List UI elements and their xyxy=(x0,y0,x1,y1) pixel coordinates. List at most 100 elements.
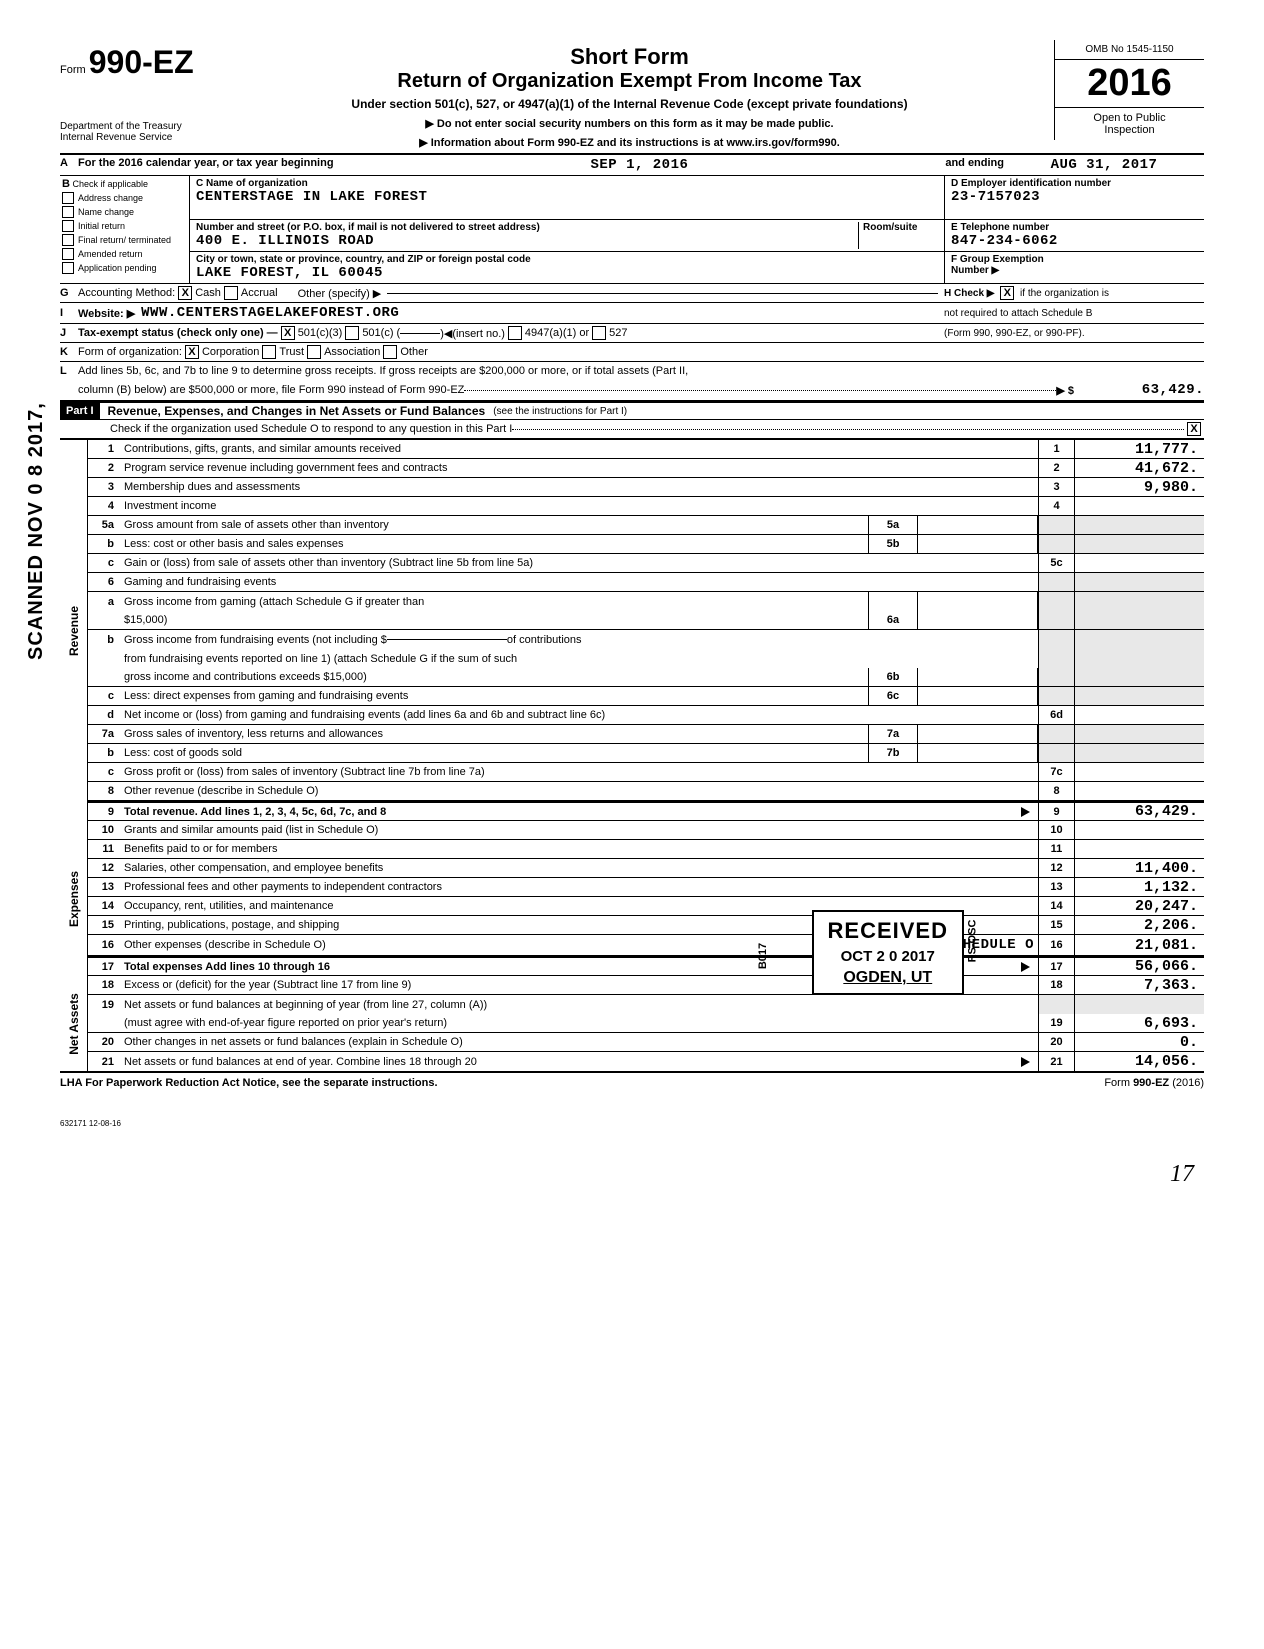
amt-8 xyxy=(1074,782,1204,800)
stamp-received-text: RECEIVED xyxy=(828,918,948,944)
right-box: OMB No 1545-1150 2016 Open to Public Ins… xyxy=(1054,40,1204,140)
title-return: Return of Organization Exempt From Incom… xyxy=(213,70,1046,93)
chk-initial-return[interactable] xyxy=(62,220,74,232)
small-code: 632171 12-08-16 xyxy=(60,1119,1204,1128)
chk-h[interactable]: X xyxy=(1000,286,1014,300)
footer-form-ref: Form 990-EZ (2016) xyxy=(1104,1077,1204,1089)
website: WWW.CENTERSTAGELAKEFOREST.ORG xyxy=(141,305,399,321)
label-addr: Number and street (or P.O. box, if mail … xyxy=(196,222,858,233)
arrow-ssn: ▶ Do not enter social security numbers o… xyxy=(213,117,1046,130)
stamp-side-b017: B017 xyxy=(757,943,769,969)
side-netassets: Net Assets xyxy=(60,976,88,1071)
chk-accrual[interactable] xyxy=(224,286,238,300)
amt-17: 56,066. xyxy=(1074,958,1204,975)
netassets-group: Net Assets 18Excess or (deficit) for the… xyxy=(60,976,1204,1073)
stamp-side-rs: RS-OSC xyxy=(967,920,979,963)
form-word: Form xyxy=(60,64,86,76)
arrow-icon xyxy=(1021,1057,1030,1067)
amt-11 xyxy=(1074,840,1204,858)
h-block: H Check ▶ X if the organization is xyxy=(944,286,1204,300)
amt-14: 20,247. xyxy=(1074,897,1204,915)
label-org-name: C Name of organization xyxy=(196,178,938,189)
tax-year: 2016 xyxy=(1055,60,1204,107)
side-revenue: Revenue xyxy=(60,440,88,821)
footer: LHA For Paperwork Reduction Act Notice, … xyxy=(60,1073,1204,1089)
amt-3: 9,980. xyxy=(1074,478,1204,496)
arrow-info: ▶ Information about Form 990-EZ and its … xyxy=(213,136,1046,149)
chk-address-change[interactable] xyxy=(62,192,74,204)
line-k: K Form of organization: XCorporation Tru… xyxy=(60,343,1204,362)
title-block: Short Form Return of Organization Exempt… xyxy=(205,40,1054,153)
amt-10 xyxy=(1074,821,1204,839)
form-header: Form 990-EZ Department of the Treasury I… xyxy=(60,40,1204,155)
chk-501c3[interactable]: X xyxy=(281,326,295,340)
label-group-exempt: F Group Exemption xyxy=(951,254,1198,265)
chk-amended[interactable] xyxy=(62,248,74,260)
org-name: CENTERSTAGE IN LAKE FOREST xyxy=(196,189,938,205)
form-label-block: Form 990-EZ Department of the Treasury I… xyxy=(60,40,205,147)
label-room: Room/suite xyxy=(863,222,938,233)
omb-number: OMB No 1545-1150 xyxy=(1055,40,1204,60)
chk-501c[interactable] xyxy=(345,326,359,340)
stamp-location: OGDEN, UT xyxy=(828,969,948,987)
amt-12: 11,400. xyxy=(1074,859,1204,877)
side-expenses: Expenses xyxy=(60,821,88,976)
chk-final-return[interactable] xyxy=(62,234,74,246)
line-g: G Accounting Method: XCash Accrual Other… xyxy=(60,284,1204,303)
row-a-mid: and ending xyxy=(945,157,1004,173)
dept-irs: Internal Revenue Service xyxy=(60,132,205,143)
chk-other-org[interactable] xyxy=(383,345,397,359)
part1-label: Part I xyxy=(60,403,100,419)
part1-header-row: Part I Revenue, Expenses, and Changes in… xyxy=(60,401,1204,420)
amt-1: 11,777. xyxy=(1074,440,1204,458)
scanned-stamp: SCANNED NOV 0 8 2017, xyxy=(25,402,48,660)
received-stamp: RECEIVED OCT 2 0 2017 OGDEN, UT xyxy=(812,910,964,995)
stamp-date: OCT 2 0 2017 xyxy=(828,948,948,965)
title-short-form: Short Form xyxy=(213,44,1046,70)
line-l1: L Add lines 5b, 6c, and 7b to line 9 to … xyxy=(60,362,1204,380)
col-b-checkboxes: B Check if applicable Address change Nam… xyxy=(60,176,190,283)
line-i: I Website: ▶ WWW.CENTERSTAGELAKEFOREST.O… xyxy=(60,303,1204,324)
amt-7c xyxy=(1074,763,1204,781)
line-l2: column (B) below) are $500,000 or more, … xyxy=(60,380,1204,401)
part1-title: Revenue, Expenses, and Changes in Net As… xyxy=(108,404,486,418)
chk-527[interactable] xyxy=(592,326,606,340)
footer-lha: LHA For Paperwork Reduction Act Notice, … xyxy=(60,1077,438,1089)
org-city: LAKE FOREST, IL 60045 xyxy=(196,265,938,281)
amt-15: 2,206. xyxy=(1074,916,1204,934)
chk-corp[interactable]: X xyxy=(185,345,199,359)
subtitle: Under section 501(c), 527, or 4947(a)(1)… xyxy=(213,97,1046,111)
section-bcdef: B Check if applicable Address change Nam… xyxy=(60,176,1204,284)
col-c-org-info: C Name of organization CENTERSTAGE IN LA… xyxy=(190,176,944,283)
col-de: D Employer identification number 23-7157… xyxy=(944,176,1204,283)
chk-name-change[interactable] xyxy=(62,206,74,218)
chk-assoc[interactable] xyxy=(307,345,321,359)
amt-18: 7,363. xyxy=(1074,976,1204,994)
amt-5c xyxy=(1074,554,1204,572)
ein: 23-7157023 xyxy=(951,189,1198,205)
chk-schedule-o[interactable]: X xyxy=(1187,422,1201,436)
label-city: City or town, state or province, country… xyxy=(196,254,938,265)
amt-19: 6,693. xyxy=(1074,1014,1204,1032)
part1-table: Revenue 1Contributions, gifts, grants, a… xyxy=(60,439,1204,1073)
open-inspection: Open to Public Inspection xyxy=(1055,107,1204,140)
chk-4947[interactable] xyxy=(508,326,522,340)
chk-application-pending[interactable] xyxy=(62,262,74,274)
chk-trust[interactable] xyxy=(262,345,276,359)
period-end: AUG 31, 2017 xyxy=(1004,157,1204,173)
part1-check-line: Check if the organization used Schedule … xyxy=(60,420,1204,439)
arrow-icon xyxy=(1021,807,1030,817)
amt-4 xyxy=(1074,497,1204,515)
chk-cash[interactable]: X xyxy=(178,286,192,300)
amt-13: 1,132. xyxy=(1074,878,1204,896)
amt-2: 41,672. xyxy=(1074,459,1204,477)
label-ein: D Employer identification number xyxy=(951,178,1198,189)
label-group-number: Number ▶ xyxy=(951,265,1198,276)
revenue-group: Revenue 1Contributions, gifts, grants, a… xyxy=(60,440,1204,821)
form-990ez-page: SCANNED NOV 0 8 2017, Form 990-EZ Depart… xyxy=(60,40,1204,1128)
label-tel: E Telephone number xyxy=(951,222,1198,233)
dept-treasury: Department of the Treasury xyxy=(60,121,205,132)
gross-receipts: 63,429. xyxy=(1074,382,1204,398)
amt-20: 0. xyxy=(1074,1033,1204,1051)
telephone: 847-234-6062 xyxy=(951,233,1198,249)
